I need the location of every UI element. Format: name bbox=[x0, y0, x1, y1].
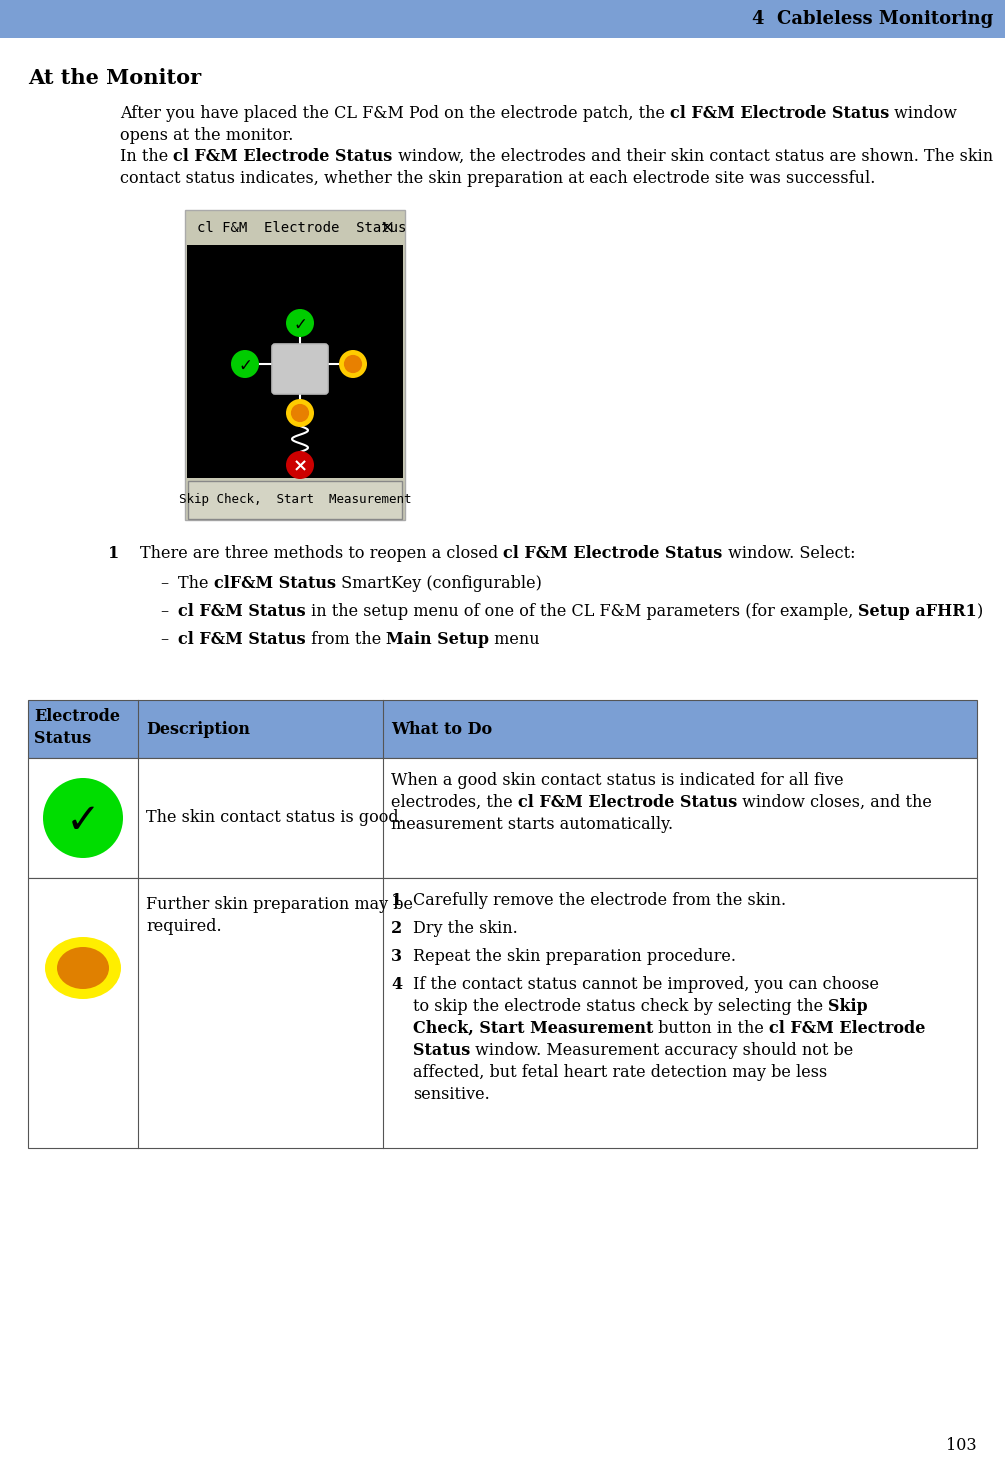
Circle shape bbox=[344, 354, 362, 373]
Text: 4  Cableless Monitoring: 4 Cableless Monitoring bbox=[752, 10, 993, 28]
Text: –: – bbox=[160, 576, 168, 592]
Text: If the contact status cannot be improved, you can choose: If the contact status cannot be improved… bbox=[413, 976, 879, 993]
Text: measurement starts automatically.: measurement starts automatically. bbox=[391, 816, 673, 832]
Text: Dry the skin.: Dry the skin. bbox=[413, 920, 518, 937]
Text: cl F&M Electrode Status: cl F&M Electrode Status bbox=[504, 545, 723, 562]
Text: window. Select:: window. Select: bbox=[723, 545, 855, 562]
Circle shape bbox=[286, 452, 314, 480]
Circle shape bbox=[286, 308, 314, 337]
Text: Repeat the skin preparation procedure.: Repeat the skin preparation procedure. bbox=[413, 948, 736, 965]
Text: In the: In the bbox=[120, 148, 174, 165]
FancyBboxPatch shape bbox=[188, 481, 402, 520]
Text: ✓: ✓ bbox=[293, 316, 307, 334]
FancyBboxPatch shape bbox=[272, 344, 328, 394]
Text: ✓: ✓ bbox=[238, 357, 252, 375]
Text: ×: × bbox=[292, 458, 308, 475]
Text: opens at the monitor.: opens at the monitor. bbox=[120, 127, 293, 145]
Text: sensitive.: sensitive. bbox=[413, 1086, 489, 1103]
Bar bbox=[187, 245, 403, 478]
Text: button in the: button in the bbox=[653, 1020, 770, 1038]
Text: to skip the electrode status check by selecting the: to skip the electrode status check by se… bbox=[413, 998, 828, 1015]
Bar bbox=[28, 878, 977, 1148]
Text: –: – bbox=[160, 632, 168, 648]
Bar bbox=[0, 0, 1005, 38]
Text: Description: Description bbox=[146, 720, 250, 738]
Text: in the setup menu of one of the CL F&M parameters (for example,: in the setup menu of one of the CL F&M p… bbox=[306, 604, 858, 620]
Text: Main Setup: Main Setup bbox=[386, 632, 489, 648]
Text: contact status indicates, whether the skin preparation at each electrode site wa: contact status indicates, whether the sk… bbox=[120, 170, 875, 187]
Ellipse shape bbox=[57, 948, 109, 989]
Text: The skin contact status is good.: The skin contact status is good. bbox=[146, 809, 404, 827]
Text: window, the electrodes and their skin contact status are shown. The skin: window, the electrodes and their skin co… bbox=[393, 148, 993, 165]
Text: cl F&M Electrode Status: cl F&M Electrode Status bbox=[174, 148, 393, 165]
Text: There are three methods to reopen a closed: There are three methods to reopen a clos… bbox=[140, 545, 504, 562]
Text: Skip Check,  Start  Measurement: Skip Check, Start Measurement bbox=[179, 493, 411, 506]
Text: electrodes, the: electrodes, the bbox=[391, 794, 518, 810]
Circle shape bbox=[286, 399, 314, 427]
Circle shape bbox=[290, 404, 310, 422]
Text: Further skin preparation may be: Further skin preparation may be bbox=[146, 896, 413, 914]
Text: 103: 103 bbox=[947, 1438, 977, 1454]
Text: What to Do: What to Do bbox=[391, 720, 492, 738]
Text: Electrode
Status: Electrode Status bbox=[34, 708, 120, 747]
Bar bbox=[28, 759, 977, 878]
Text: ✓: ✓ bbox=[65, 800, 100, 841]
Text: cl F&M Status: cl F&M Status bbox=[178, 604, 306, 620]
Text: Skip: Skip bbox=[828, 998, 868, 1015]
Text: cl F&M Electrode: cl F&M Electrode bbox=[770, 1020, 926, 1038]
Text: ×: × bbox=[380, 218, 395, 236]
Text: cl F&M Status: cl F&M Status bbox=[178, 632, 306, 648]
Text: required.: required. bbox=[146, 918, 222, 934]
Text: 1: 1 bbox=[391, 892, 402, 909]
Text: ): ) bbox=[977, 604, 983, 620]
Text: After you have placed the CL F&M Pod on the electrode patch, the: After you have placed the CL F&M Pod on … bbox=[120, 105, 670, 123]
Text: 1: 1 bbox=[108, 545, 120, 562]
Text: The: The bbox=[178, 576, 214, 592]
Text: Check, Start Measurement: Check, Start Measurement bbox=[413, 1020, 653, 1038]
Text: When a good skin contact status is indicated for all five: When a good skin contact status is indic… bbox=[391, 772, 843, 790]
Text: 4: 4 bbox=[391, 976, 402, 993]
Text: cl F&M Electrode Status: cl F&M Electrode Status bbox=[670, 105, 889, 123]
Bar bbox=[185, 210, 405, 520]
Text: menu: menu bbox=[489, 632, 540, 648]
Text: cl F&M Electrode Status: cl F&M Electrode Status bbox=[518, 794, 737, 810]
Bar bbox=[28, 700, 977, 759]
Text: –: – bbox=[160, 604, 168, 620]
Text: Status: Status bbox=[413, 1042, 470, 1058]
Text: from the: from the bbox=[306, 632, 386, 648]
Circle shape bbox=[339, 350, 367, 378]
Circle shape bbox=[231, 350, 259, 378]
Text: window closes, and the: window closes, and the bbox=[737, 794, 932, 810]
Circle shape bbox=[43, 778, 123, 858]
Text: clF&M Status: clF&M Status bbox=[214, 576, 336, 592]
Text: 2: 2 bbox=[391, 920, 402, 937]
Text: At the Monitor: At the Monitor bbox=[28, 68, 201, 89]
Text: Setup aFHR1: Setup aFHR1 bbox=[858, 604, 977, 620]
Text: affected, but fetal heart rate detection may be less: affected, but fetal heart rate detection… bbox=[413, 1064, 827, 1080]
Text: cl F&M  Electrode  Status: cl F&M Electrode Status bbox=[197, 220, 406, 235]
Text: window. Measurement accuracy should not be: window. Measurement accuracy should not … bbox=[470, 1042, 853, 1058]
Text: window: window bbox=[889, 105, 958, 123]
Text: Carefully remove the electrode from the skin.: Carefully remove the electrode from the … bbox=[413, 892, 786, 909]
Text: SmartKey (configurable): SmartKey (configurable) bbox=[336, 576, 542, 592]
Text: 3: 3 bbox=[391, 948, 402, 965]
Ellipse shape bbox=[45, 937, 121, 999]
